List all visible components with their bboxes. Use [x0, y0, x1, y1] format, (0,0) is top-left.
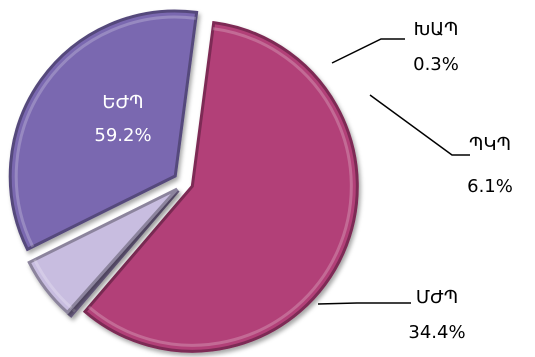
- pie-slice-bevel-3: [33, 259, 73, 310]
- slice-category-label: ՊԿՊ: [469, 134, 511, 155]
- slice-category-label: ԵԺՊ: [102, 92, 143, 113]
- pie-slice-2: [66, 189, 180, 318]
- leader-line-4: [317, 302, 411, 305]
- leader-line-2: [331, 38, 405, 64]
- pie-slice-4: [8, 9, 199, 252]
- leader-lines: [317, 38, 470, 305]
- slice-percent-label: 6.1%: [467, 176, 513, 197]
- leader-line-3: [369, 94, 470, 156]
- slice-percent-label: 0.3%: [413, 54, 459, 75]
- pie-slice-bevel-2: [71, 308, 76, 313]
- pie-slice-bevel-4: [14, 15, 197, 248]
- slice-category-label: ՄԺՊ: [416, 287, 458, 308]
- slice-percent-label: 34.4%: [408, 322, 465, 343]
- pie-slice-1: [82, 20, 359, 353]
- slice-category-label: ԽԱՊ: [414, 19, 459, 40]
- data-labels: ԵԺՊ 59.2% ԽԱՊ 0.3% ՊԿՊ 6.1% ՄԺՊ 34.4%: [94, 19, 512, 343]
- slice-percent-label: 59.2%: [94, 125, 151, 146]
- pie-slice-bevel-1: [87, 27, 353, 347]
- pie-slices: [8, 9, 359, 353]
- pie-slice-3: [27, 187, 179, 315]
